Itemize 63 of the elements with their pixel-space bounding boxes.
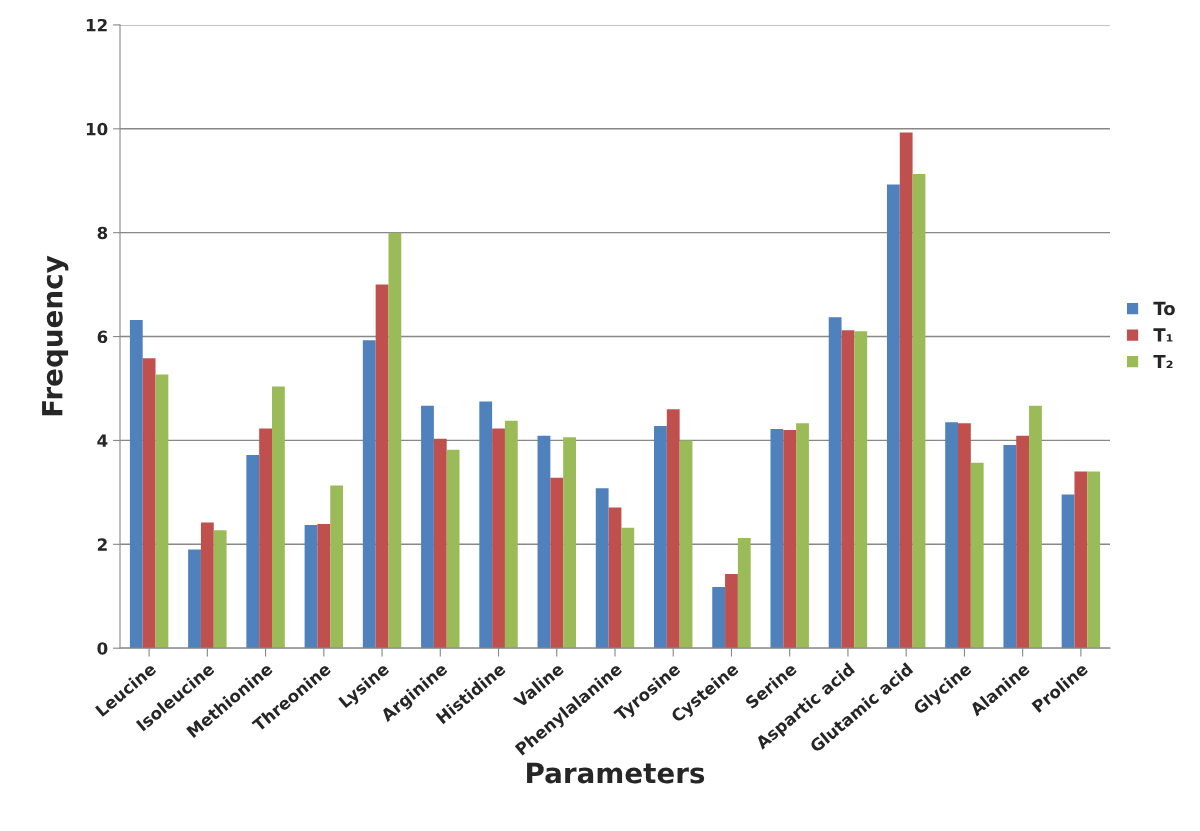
- bar: [504, 420, 518, 649]
- bar: [1003, 445, 1017, 649]
- bar: [433, 438, 447, 649]
- legend-label: T₁: [1153, 328, 1173, 342]
- y-tick-label: 4: [97, 434, 108, 447]
- bar: [375, 284, 389, 649]
- bar: [666, 409, 680, 649]
- bar: [388, 232, 402, 649]
- bar: [537, 435, 551, 649]
- bar: [621, 527, 635, 649]
- bar: [142, 358, 156, 649]
- bar: [737, 538, 751, 649]
- x-axis-title: Parameters: [527, 762, 705, 784]
- bar: [1016, 435, 1030, 649]
- bar: [958, 423, 971, 649]
- bar: [770, 429, 784, 649]
- bar: [595, 488, 609, 649]
- bar: [608, 507, 622, 649]
- bar: [912, 173, 926, 649]
- bar: [563, 437, 576, 649]
- bar: [259, 428, 272, 649]
- y-tick-label: 2: [97, 538, 107, 551]
- bar: [213, 530, 227, 649]
- bar: [970, 462, 984, 649]
- bar: [1029, 405, 1042, 649]
- bar: [246, 454, 260, 649]
- bar: [725, 573, 738, 649]
- bar: [330, 485, 344, 649]
- bar: [271, 386, 285, 649]
- bar: [886, 184, 900, 649]
- bar: [200, 522, 214, 649]
- y-tick-label: 10: [86, 122, 108, 136]
- bar: [317, 524, 331, 649]
- bar: [129, 319, 143, 649]
- bar: [155, 374, 169, 649]
- bar: [841, 330, 855, 649]
- y-tick-label: 12: [86, 18, 107, 32]
- y-tick-label: 6: [97, 330, 108, 344]
- y-tick-label: 8: [97, 226, 108, 240]
- bar: [1087, 471, 1101, 649]
- bar: [945, 422, 959, 649]
- bar: [1061, 494, 1075, 649]
- legend-label: To: [1153, 301, 1175, 316]
- bar: [679, 440, 693, 649]
- bar: [304, 525, 318, 649]
- bar: [492, 428, 505, 649]
- bar: [421, 405, 434, 649]
- bar: [899, 132, 913, 649]
- bar: [783, 430, 797, 649]
- bar: [550, 477, 564, 649]
- bar: [854, 331, 868, 649]
- bar: [446, 449, 460, 649]
- bar: [712, 586, 726, 649]
- legend-label: T₂: [1153, 354, 1173, 369]
- bar: [479, 401, 493, 649]
- bar: [362, 340, 376, 649]
- bar: [828, 317, 842, 649]
- y-axis-title: Frequency: [42, 255, 69, 416]
- bar: [654, 425, 667, 649]
- bar: [796, 423, 809, 649]
- bar: [1074, 471, 1088, 649]
- y-tick-label: 0: [97, 642, 108, 655]
- bar: [188, 549, 201, 649]
